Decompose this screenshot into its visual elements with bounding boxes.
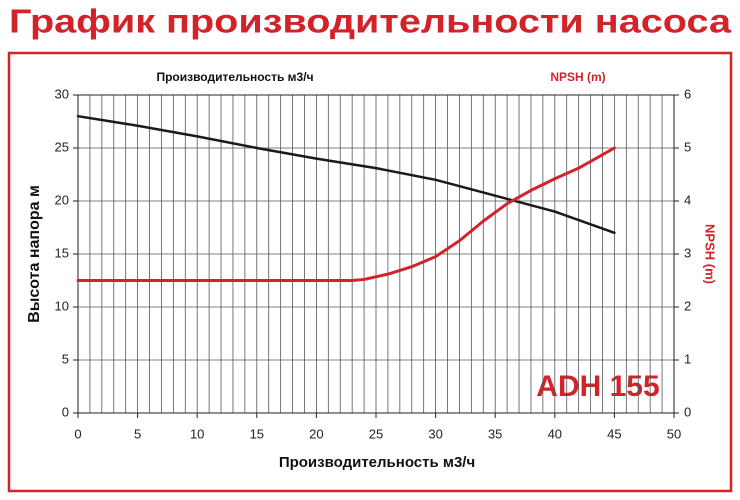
y-tick-label: 25: [55, 139, 69, 154]
top-label: Производительность м3/ч: [156, 70, 313, 84]
y2-tick-label: 6: [684, 86, 691, 101]
series-line: [76, 146, 616, 282]
y2-tick-label: 2: [684, 298, 691, 313]
series-line: [76, 114, 616, 235]
chart-title: График производительности насоса: [9, 3, 732, 40]
x-tick-label: 25: [369, 426, 383, 441]
y-tick-label: 20: [55, 192, 69, 207]
top-label-right: NPSH (m): [550, 70, 605, 84]
x-tick-label: 50: [667, 426, 681, 441]
x-tick-label: 15: [250, 426, 264, 441]
x-tick-label: 0: [74, 426, 81, 441]
y2-tick-label: 4: [684, 192, 691, 207]
y2-tick-label: 3: [684, 245, 691, 260]
plot-border: [77, 94, 675, 414]
y2-axis-label: NPSH (m): [703, 224, 718, 284]
annotation: ADH 155: [536, 370, 659, 403]
x-tick-label: 5: [134, 426, 141, 441]
y-tick-label: 0: [62, 404, 69, 419]
y2-tick-label: 5: [684, 139, 691, 154]
y-tick-label: 15: [55, 245, 69, 260]
y-axis-label: Высота напора м: [26, 185, 43, 323]
x-tick-label: 45: [607, 426, 621, 441]
x-tick-label: 20: [309, 426, 323, 441]
x-tick-label: 10: [190, 426, 204, 441]
x-axis-label: Производительность м3/ч: [279, 454, 475, 471]
y2-tick-label: 0: [684, 404, 691, 419]
frame: [7, 51, 733, 493]
x-tick-label: 30: [428, 426, 442, 441]
x-tick-label: 35: [488, 426, 502, 441]
y2-tick-label: 1: [684, 351, 691, 366]
x-tick-label: 40: [548, 426, 562, 441]
y-tick-label: 5: [62, 351, 69, 366]
y-tick-label: 10: [55, 298, 69, 313]
y-tick-label: 30: [55, 86, 69, 101]
